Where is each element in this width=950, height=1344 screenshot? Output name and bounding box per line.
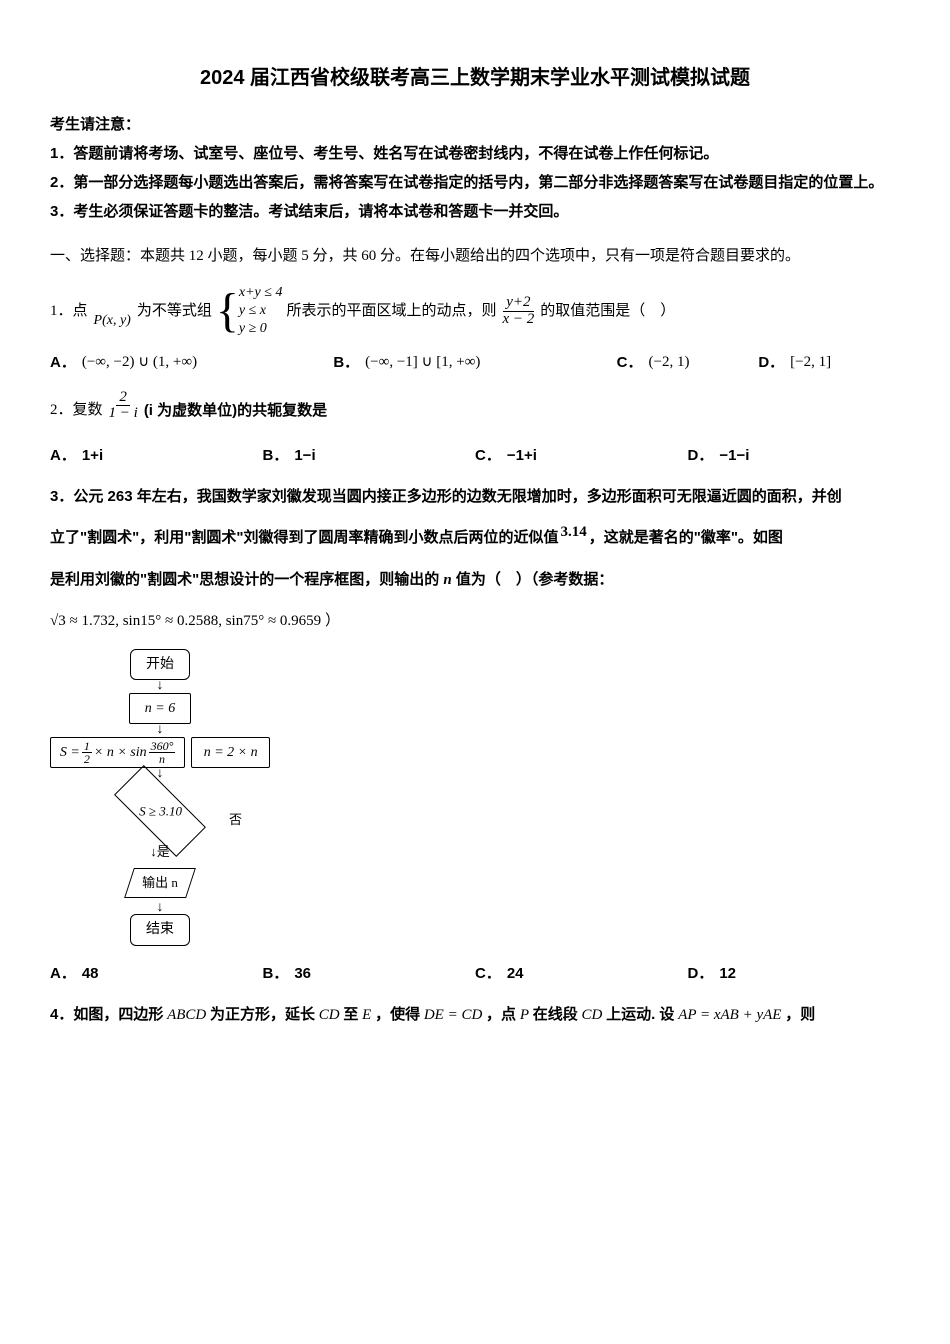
fc-output: 输出 n [124,868,196,898]
q4-pvar: P [520,1007,529,1023]
q4-e: E [362,1007,371,1023]
q4-abcd: ABCD [167,1007,206,1023]
q3-p3a: 是利用刘徽的"割圆术"思想设计的一个程序框图，则输出的 [50,571,439,588]
fc-end: 结束 [130,914,190,945]
notice-head: 考生请注意： [50,111,900,138]
page-title: 2024 届江西省校级联考高三上数学期末学业水平测试模拟试题 [50,60,900,96]
q4-p2: 为正方形，延长 [210,1006,315,1023]
fc-arrow-1: ↓ [50,680,270,693]
q1-sys2: y ≤ x [239,302,283,320]
q1-options: A．(−∞, −2) ∪ (1, +∞) B．(−∞, −1] ∪ [1, +∞… [50,349,900,376]
q1-frac-num: y+2 [503,295,533,312]
q3-opt-a: 48 [82,960,99,987]
q4-ap: AP = xAB + yAE [678,1007,781,1023]
q1-system: { x+y ≤ 4 y ≤ x y ≥ 0 [216,284,283,339]
fc-s-mid: × n × sin [94,740,147,765]
q1-mid1: 为不等式组 [137,298,212,325]
q3-opt-c: 24 [507,960,524,987]
fc-s-pre: S = [60,740,80,765]
q1-opt-d: [−2, 1] [790,349,831,376]
q4-p6: 在线段 [533,1006,578,1023]
q3-pi: 3.14 [560,519,586,546]
q1-frac-den: x − 2 [499,312,537,328]
q1-opt-b: (−∞, −1] ∪ [1, +∞) [365,349,480,376]
q3-ref: √3 ≈ 1.732, sin15° ≈ 0.2588, sin75° ≈ 0.… [50,613,321,629]
fc-cond-text: S ≥ 3.10 [139,800,182,823]
notice-1: 1．答题前请将考场、试室号、座位号、考生号、姓名写在试卷密封线内，不得在试卷上作… [50,140,900,167]
q3-p2a: 立了"割圆术"，利用"割圆术"刘徽得到了圆周率精确到小数点后两位的近似值 [50,524,558,551]
fc-s-formula: S = 12 × n × sin 360°n [50,737,185,768]
instructions-block: 考生请注意： 1．答题前请将考场、试室号、座位号、考生号、姓名写在试卷密封线内，… [50,111,900,225]
q2-opt-b: 1−i [294,442,315,469]
fc-yes-label: ↓是 [50,840,270,863]
fc-arrow-4: ↓ [50,902,270,915]
q2-tail: (i 为虚数单位)的共轭复数是 [144,397,327,424]
question-4: 4．如图，四边形 ABCD 为正方形，延长 CD 至 E ，使得 DE = CD… [50,1001,900,1029]
fc-update: n = 2 × n [191,737,270,768]
fc-s-frac-n: 1 [82,740,92,753]
q1-num: 1．点 [50,298,88,325]
q2-lead: 2．复数 [50,397,103,424]
fc-init: n = 6 [129,693,191,724]
q1-mid2: 所表示的平面区域上的动点，则 [286,298,496,325]
q1-frac: y+2 x − 2 [499,295,537,328]
q1-tail: 的取值范围是（ ） [540,298,675,325]
q1-pxy: P(x, y) [94,313,131,328]
q1-sys3: y ≥ 0 [239,320,283,338]
fc-s-deg-d: n [157,753,167,765]
q3-p3b: 值为（ ）（参考数据： [456,571,614,588]
q3-p1: 3．公元 263 年左右，我国数学家刘徽发现当圆内接正多边形的边数无限增加时，多… [50,483,900,510]
q4-cd2: CD [582,1007,603,1023]
q2-opt-d: −1−i [719,442,749,469]
fc-start: 开始 [130,649,190,680]
question-1: 1．点 P(x, y) 为不等式组 { x+y ≤ 4 y ≤ x y ≥ 0 … [50,284,900,376]
q2-options: A．1+i B．1−i C．−1+i D．−1−i [50,442,900,469]
notice-2: 2．第一部分选择题每小题选出答案后，需将答案写在试卷指定的括号内，第二部分非选择… [50,169,900,196]
q3-opt-d: 12 [719,960,736,987]
fc-no-label: 否 [229,808,242,831]
q4-p8: ，则 [785,1006,815,1023]
q4-p7: 上运动. 设 [606,1006,674,1023]
q4-p5: ，点 [486,1006,516,1023]
q4-p4: ，使得 [375,1006,420,1023]
q3-opt-b: 36 [294,960,311,987]
q2-opt-c: −1+i [507,442,537,469]
q1-opt-a: (−∞, −2) ∪ (1, +∞) [82,349,197,376]
q3-options: A．48 B．36 C．24 D．12 [50,960,900,987]
q2-frac-den: 1 − i [106,406,141,422]
fc-s-frac-d: 2 [82,753,92,765]
q1-sys1: x+y ≤ 4 [239,284,283,302]
q4-p3: 至 [343,1006,358,1023]
question-2: 2．复数 2 1 − i (i 为虚数单位)的共轭复数是 A．1+i B．1−i… [50,390,900,470]
flowchart: 开始 ↓ n = 6 ↓ S = 12 × n × sin 360°n n = … [50,649,270,946]
q4-p1: 4．如图，四边形 [50,1006,163,1023]
q4-cd: CD [319,1007,340,1023]
q1-opt-c: (−2, 1) [649,349,690,376]
q3-ref-tail: ） [325,613,340,629]
q2-frac-num: 2 [116,390,130,407]
question-3: 3．公元 263 年左右，我国数学家刘徽发现当圆内接正多边形的边数无限增加时，多… [50,483,900,987]
q3-nvar: n [443,572,451,588]
fc-out-text: 输出 n [142,875,178,890]
fc-arrow-2: ↓ [50,724,270,737]
fc-arrow-3: ↓ [50,768,270,781]
fc-s-deg-n: 360° [149,740,176,753]
q3-p2b: ，这就是著名的"徽率"。如图 [589,524,783,551]
notice-3: 3．考生必须保证答题卡的整洁。考试结束后，请将本试卷和答题卡一并交回。 [50,198,900,225]
q2-opt-a: 1+i [82,442,103,469]
section-1-heading: 一、选择题：本题共 12 小题，每小题 5 分，共 60 分。在每小题给出的四个… [50,243,900,270]
q4-decd: DE = CD [424,1007,482,1023]
q2-frac: 2 1 − i [106,390,141,423]
